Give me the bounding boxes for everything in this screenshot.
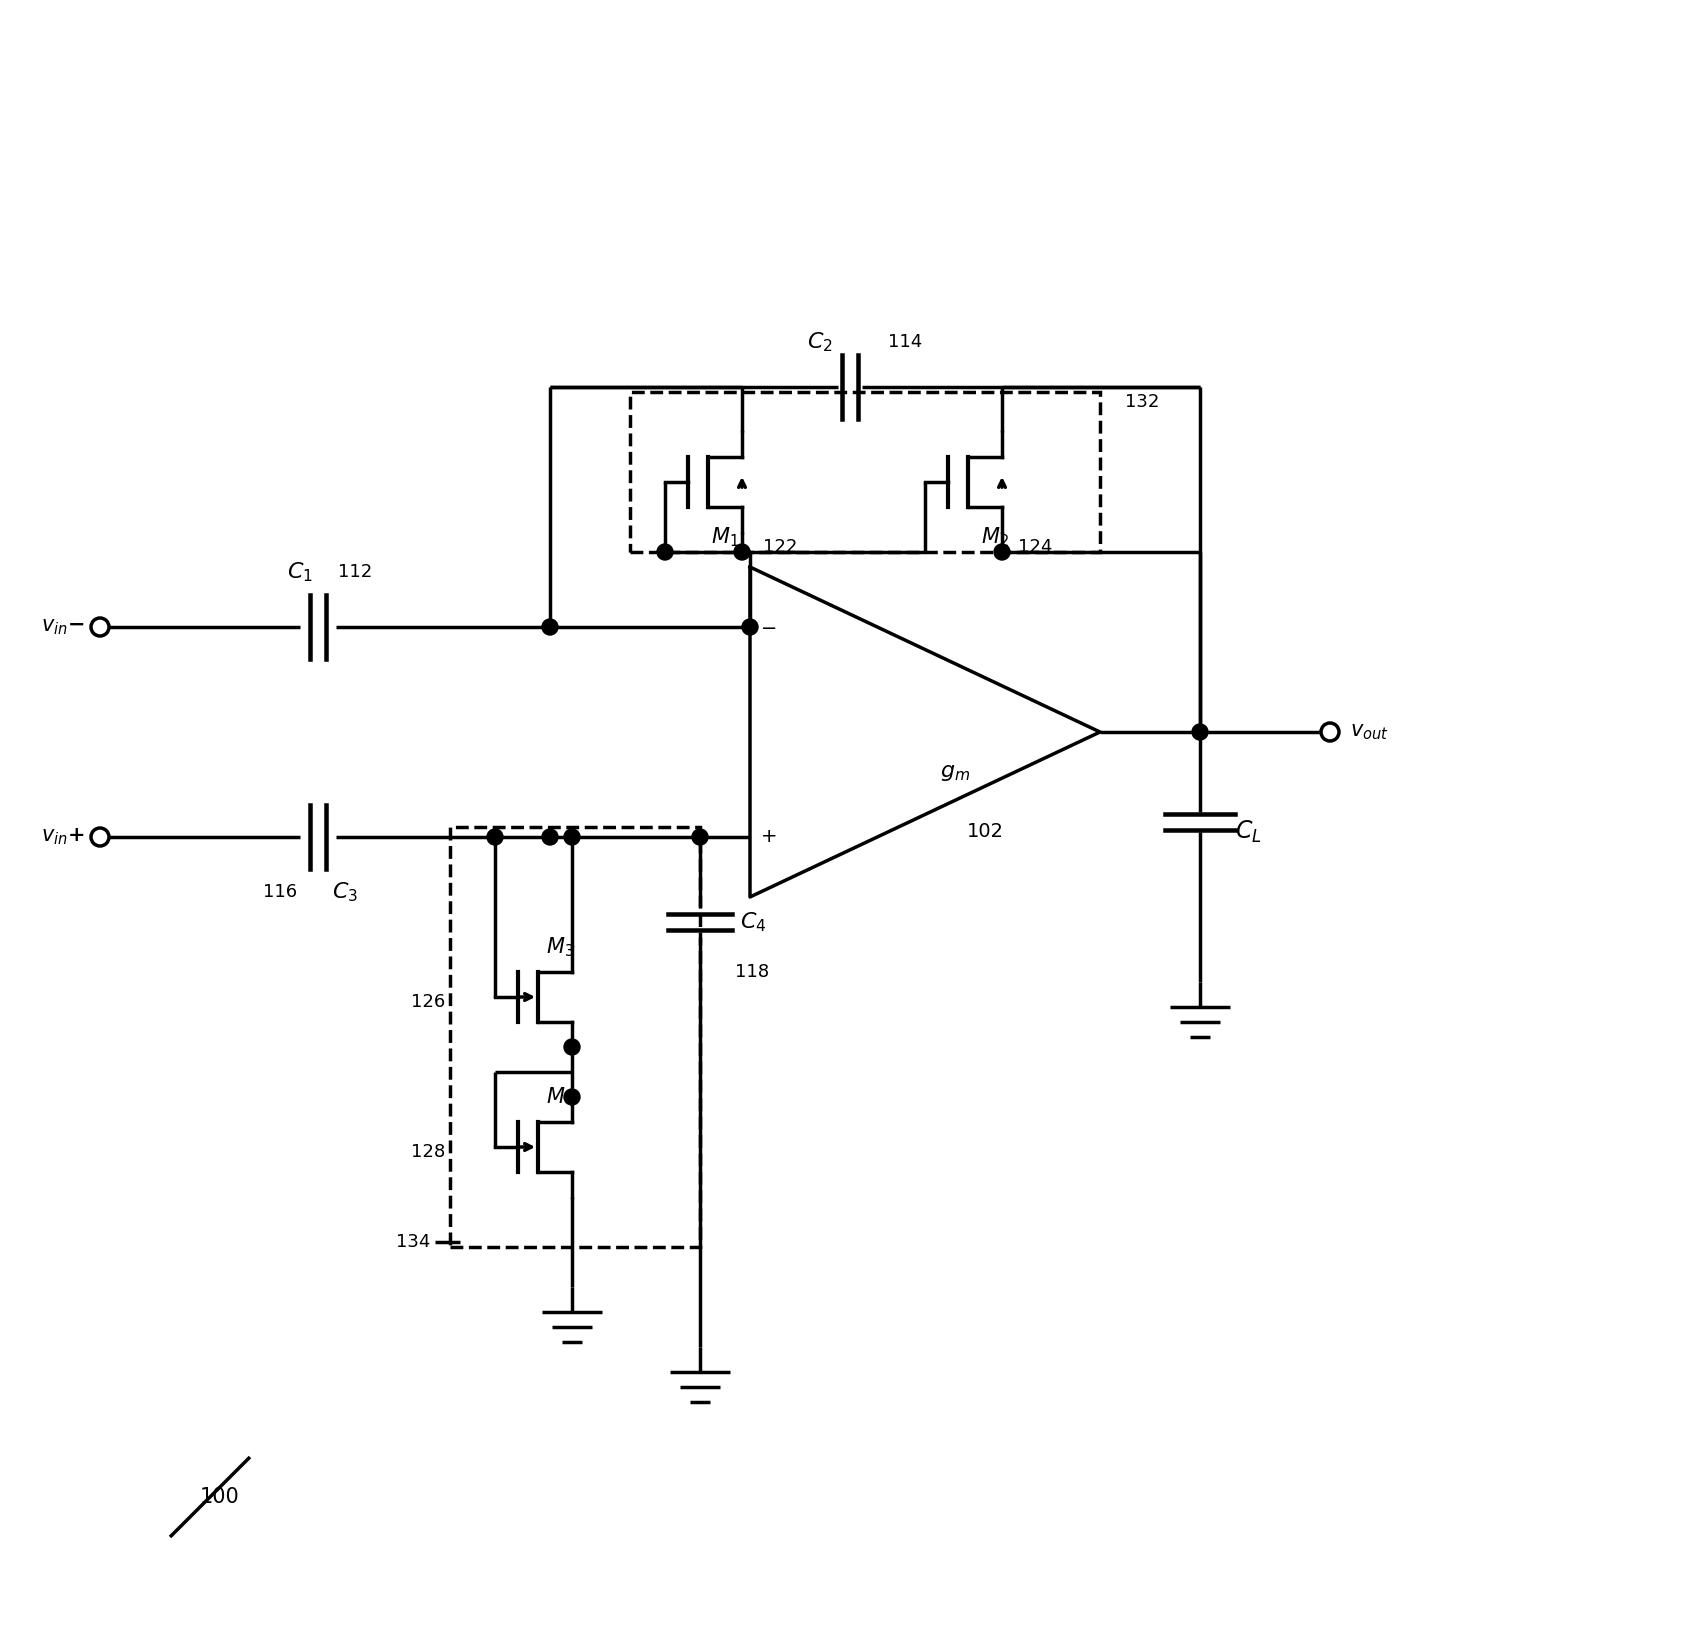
Text: $M_3$: $M_3$ [546,935,574,959]
Text: 118: 118 [734,963,770,982]
Circle shape [542,828,557,845]
Circle shape [734,544,749,560]
Circle shape [692,828,707,845]
Text: $M_1$: $M_1$ [711,525,739,548]
Circle shape [743,619,758,636]
Circle shape [1192,725,1207,740]
Text: 112: 112 [338,563,372,581]
Text: 128: 128 [411,1143,445,1161]
Text: $C_2$: $C_2$ [807,329,834,354]
Circle shape [564,828,579,845]
Text: $C_4$: $C_4$ [739,911,766,934]
Circle shape [564,1039,579,1056]
Text: 126: 126 [411,993,445,1011]
Text: $g_m$: $g_m$ [940,761,970,782]
Text: 132: 132 [1125,394,1159,412]
Text: $C_3$: $C_3$ [332,879,359,904]
Text: $v_{in}$−: $v_{in}$− [42,618,84,637]
Circle shape [994,544,1010,560]
Circle shape [564,1089,579,1105]
Text: 102: 102 [967,822,1004,842]
Text: 116: 116 [263,883,296,901]
Text: $+$: $+$ [759,827,776,847]
Circle shape [657,544,674,560]
Text: 124: 124 [1017,539,1052,557]
Text: $C_1$: $C_1$ [286,560,313,583]
Text: 100: 100 [200,1487,239,1507]
Text: 114: 114 [887,333,923,351]
Text: $C_L$: $C_L$ [1234,819,1261,845]
Text: $v_{in}$+: $v_{in}$+ [42,827,84,847]
Circle shape [542,619,557,636]
Text: 134: 134 [396,1234,429,1252]
Text: $v_{out}$: $v_{out}$ [1351,721,1389,743]
Text: $M_4$: $M_4$ [546,1085,574,1108]
Text: $-$: $-$ [759,618,776,636]
Circle shape [487,828,504,845]
Text: 122: 122 [763,539,797,557]
Text: $M_2$: $M_2$ [982,525,1009,548]
